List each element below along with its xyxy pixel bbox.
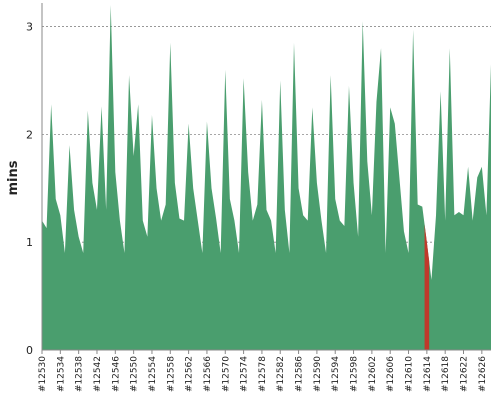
y-axis-ticks: 0 1 2 3 [26,21,33,357]
axes [41,3,491,351]
y-axis-title: mins [6,160,21,195]
duration-area [42,5,491,350]
x-tick-label: #12554 [148,356,158,392]
x-tick-label: #12566 [203,356,213,392]
x-tick-label: #12558 [166,356,176,392]
x-tick-label: #12530 [38,356,48,392]
x-tick-label: #12582 [276,356,286,392]
y-tick-label: 1 [26,236,33,249]
x-tick-label: #12622 [460,356,470,392]
y-tick-label: 3 [26,21,33,34]
x-tick-label: #12546 [111,356,121,392]
x-tick-label: #12534 [56,356,66,392]
x-tick-label: #12542 [93,356,103,392]
y-tick-label: 0 [26,344,33,357]
y-tick-label: 2 [26,128,33,141]
x-tick-label: #12618 [441,356,451,392]
failed-build-area [424,224,430,350]
x-tick-label: #12578 [258,356,268,392]
x-tick-label: #12574 [240,356,250,392]
x-tick-label: #12562 [185,356,195,392]
x-axis-ticks: #12530 #12534 #12538 #12542 #12546 #12550 #125… [38,350,488,392]
pass-area [42,5,491,350]
x-tick-label: #12594 [331,356,341,392]
x-tick-label: #12590 [313,356,323,392]
x-tick-label: #12598 [350,356,360,392]
x-tick-label: #12626 [478,356,488,392]
x-tick-label: #12606 [386,356,396,392]
x-tick-label: #12610 [405,356,415,392]
x-tick-label: #12550 [130,356,140,392]
x-tick-label: #12538 [75,356,85,392]
x-tick-label: #12586 [295,356,305,392]
x-tick-label: #12614 [423,356,433,392]
x-tick-label: #12602 [368,356,378,392]
x-tick-label: #12570 [221,356,231,392]
